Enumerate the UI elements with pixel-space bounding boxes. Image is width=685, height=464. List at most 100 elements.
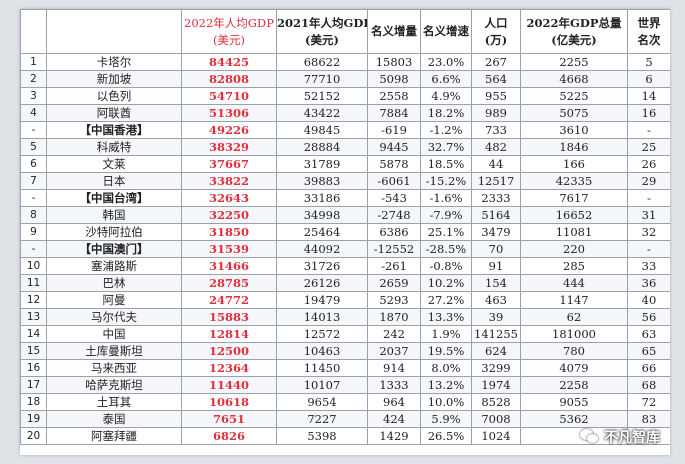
cell-rank: 15 [20,342,47,360]
cell-total-gdp: 2258 [520,376,628,394]
cell-country: 巴林 [46,274,182,292]
table-row: 10 塞浦路斯 31466 31726 -261 -0.8% 91 285 33 [20,257,670,275]
cell-population: 5164 [471,206,521,224]
cell-gdp-2022: 38329 [181,138,277,156]
cell-total-gdp: 780 [520,342,628,360]
cell-gdp-2022: 12814 [181,325,277,343]
cell-nominal-increase: -619 [367,121,421,139]
cell-nominal-growth: 18.5% [420,155,472,173]
header-world-rank-line1: 世界 [637,15,661,30]
table-row: 11 巴林 28785 26126 2659 10.2% 154 444 36 [20,274,670,292]
cell-country: 马尔代夫 [46,308,182,326]
cell-country: 文莱 [46,155,182,173]
cell-world-rank: 14 [627,87,670,105]
cell-total-gdp: 181000 [520,325,628,343]
cell-population: 3299 [471,359,521,377]
cell-rank: 7 [20,172,47,190]
header-population-line1: 人口 [484,15,508,30]
cell-world-rank: 56 [627,308,670,326]
table-row: 16 马来西亚 12364 11450 914 8.0% 3299 4079 66 [20,359,670,377]
cell-rank: 8 [20,206,47,224]
cell-nominal-growth: 13.2% [420,376,472,394]
cell-nominal-increase: 1429 [367,427,421,445]
header-population: 人口 (万) [471,9,521,54]
cell-world-rank: 6 [627,70,670,88]
cell-nominal-growth: 23.0% [420,53,472,71]
cell-rank: 2 [20,70,47,88]
cell-population: 1024 [471,427,521,445]
cell-nominal-growth: 6.6% [420,70,472,88]
cell-population: 44 [471,155,521,173]
cell-country: 泰国 [46,410,182,428]
cell-gdp-2021: 77710 [276,70,368,88]
cell-nominal-growth: 4.9% [420,87,472,105]
cell-gdp-2021: 34998 [276,206,368,224]
cell-nominal-growth: 27.2% [420,291,472,309]
cell-gdp-2021: 5398 [276,427,368,445]
cell-nominal-increase: 5098 [367,70,421,88]
table-row: 6 文莱 37667 31789 5878 18.5% 44 166 26 [20,155,670,173]
cell-gdp-2022: 51306 [181,104,277,122]
cell-nominal-growth: 19.5% [420,342,472,360]
cell-population: 7008 [471,410,521,428]
cell-country: 阿塞拜疆 [46,427,182,445]
cell-gdp-2022: 12364 [181,359,277,377]
cell-gdp-2021: 11450 [276,359,368,377]
cell-gdp-2021: 52152 [276,87,368,105]
cell-world-rank: 33 [627,257,670,275]
cell-gdp-2022: 54710 [181,87,277,105]
header-total-gdp-line2: (亿美元) [551,32,597,47]
table-row: 20 阿塞拜疆 6826 5398 1429 26.5% 1024 [20,427,670,445]
cell-nominal-growth: 18.2% [420,104,472,122]
table-row: 5 科威特 38329 28884 9445 32.7% 482 1846 25 [20,138,670,156]
cell-nominal-increase: 5293 [367,291,421,309]
cell-country: 哈萨克斯坦 [46,376,182,394]
header-gdp-2021-line1: 2021年人均GDP [277,15,368,30]
table-row: 2 新加坡 82808 77710 5098 6.6% 564 4668 6 [20,70,670,88]
cell-nominal-increase: 2659 [367,274,421,292]
cell-rank: 6 [20,155,47,173]
cell-population: 39 [471,308,521,326]
cell-gdp-2022: 31539 [181,240,277,258]
header-gdp-2021: 2021年人均GDP (美元) [276,9,368,54]
cell-nominal-growth: 5.9% [420,410,472,428]
header-gdp-2022: 2022年人均GDP (美元) [181,9,277,54]
cell-world-rank: - [627,189,670,207]
cell-nominal-increase: -6061 [367,172,421,190]
cell-gdp-2022: 32250 [181,206,277,224]
cell-nominal-growth: 1.9% [420,325,472,343]
cell-gdp-2022: 49226 [181,121,277,139]
cell-gdp-2021: 33186 [276,189,368,207]
header-gdp-2021-line2: (美元) [305,32,339,47]
cell-total-gdp: 42335 [520,172,628,190]
cell-rank: 1 [20,53,47,71]
cell-nominal-increase: 2558 [367,87,421,105]
cell-rank: 3 [20,87,47,105]
header-gdp-2022-line1: 2022年人均GDP [184,15,274,30]
table-body: 1 卡塔尔 84425 68622 15803 23.0% 267 2255 5 2 新加坡 8280… [20,53,670,445]
cell-gdp-2021: 31726 [276,257,368,275]
cell-rank: 11 [20,274,47,292]
cell-gdp-2022: 7651 [181,410,277,428]
cell-country: 以色列 [46,87,182,105]
cell-world-rank: 65 [627,342,670,360]
gdp-per-capita-table: 2022年人均GDP (美元) 2021年人均GDP (美元) 名义增量 名义增… [20,9,670,445]
cell-world-rank: - [627,121,670,139]
cell-gdp-2022: 84425 [181,53,277,71]
cell-gdp-2021: 10463 [276,342,368,360]
cell-nominal-increase: 914 [367,359,421,377]
cell-gdp-2022: 15883 [181,308,277,326]
cell-nominal-growth: 32.7% [420,138,472,156]
table-row: 1 卡塔尔 84425 68622 15803 23.0% 267 2255 5 [20,53,670,71]
cell-nominal-growth: 10.2% [420,274,472,292]
cell-nominal-growth: 13.3% [420,308,472,326]
cell-world-rank: - [627,240,670,258]
cell-total-gdp: 1147 [520,291,628,309]
cell-nominal-increase: -543 [367,189,421,207]
cell-total-gdp: 3610 [520,121,628,139]
cell-rank: 10 [20,257,47,275]
table-row: 15 土库曼斯坦 12500 10463 2037 19.5% 624 780 65 [20,342,670,360]
cell-world-rank: 32 [627,223,670,241]
cell-world-rank: 5 [627,53,670,71]
table-row: 4 阿联酋 51306 43422 7884 18.2% 989 5075 16 [20,104,670,122]
